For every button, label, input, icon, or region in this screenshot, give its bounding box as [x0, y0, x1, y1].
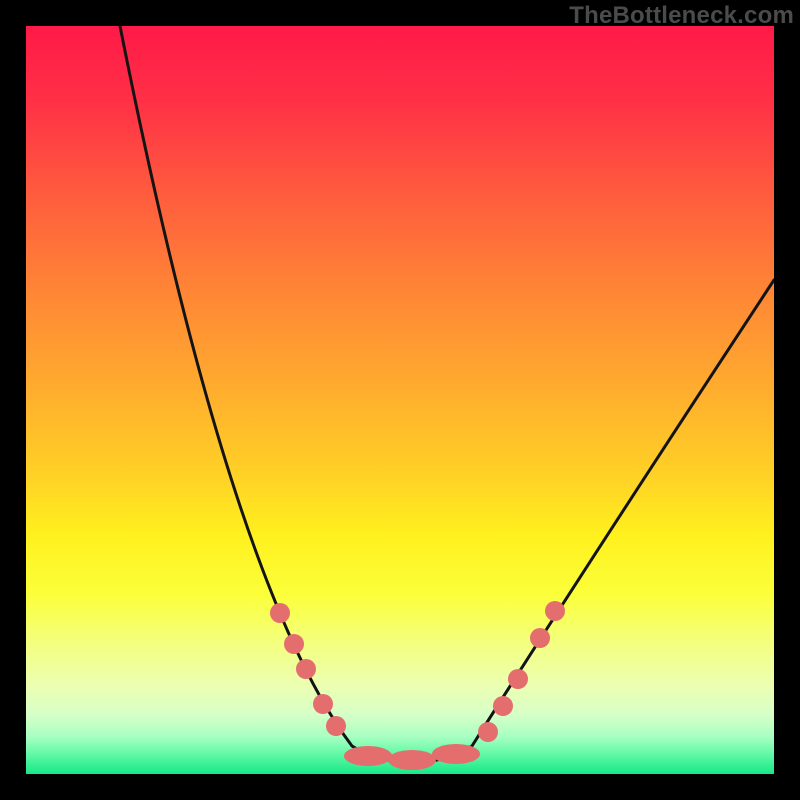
curve-marker-dot — [530, 628, 550, 648]
curve-marker-dot — [284, 634, 304, 654]
curve-marker-dot — [270, 603, 290, 623]
curve-marker-pill — [388, 750, 436, 770]
curve-marker-dot — [313, 694, 333, 714]
curve-marker-pill — [432, 744, 480, 764]
curve-marker-dot — [296, 659, 316, 679]
curve-marker-dot — [478, 722, 498, 742]
watermark-text: TheBottleneck.com — [569, 2, 794, 30]
curve-marker-pill — [344, 746, 392, 766]
chart-frame — [26, 26, 774, 774]
curve-marker-dot — [545, 601, 565, 621]
curve-marker-dot — [508, 669, 528, 689]
chart-curve — [26, 26, 774, 774]
curve-marker-dot — [493, 696, 513, 716]
curve-marker-dot — [326, 716, 346, 736]
